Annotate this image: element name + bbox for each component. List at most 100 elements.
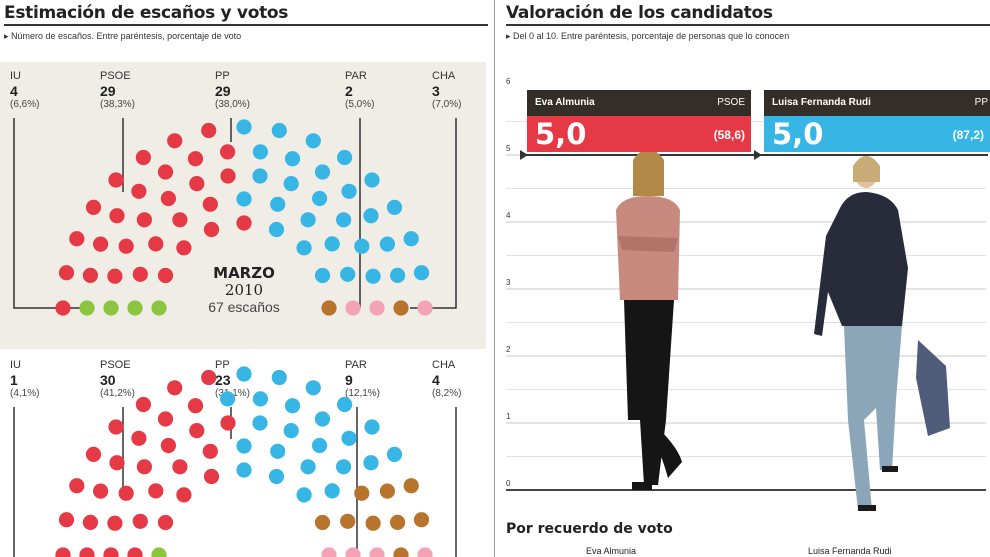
seat-dot-psoe xyxy=(203,221,220,238)
seat-dot-psoe xyxy=(103,547,119,557)
seat-dot-pp xyxy=(270,443,286,459)
card-header: Luisa Fernanda Rudi PP xyxy=(764,90,990,116)
party-seats: 2 xyxy=(345,83,353,99)
seat-dot-pp xyxy=(271,122,287,139)
seat-dot-psoe xyxy=(157,411,174,427)
seat-dot-pp xyxy=(305,380,321,396)
hemicycle-center-label: MARZO 2010 67 escaños xyxy=(184,264,304,315)
seat-dot-pp xyxy=(283,423,299,439)
seat-dot-cha xyxy=(345,547,361,557)
seat-dot-pp xyxy=(252,415,268,431)
seat-dot-par xyxy=(365,515,381,531)
party-pct: (4,1%) xyxy=(10,388,40,399)
seat-dot-psoe xyxy=(201,122,217,139)
party-seats: 29 xyxy=(215,83,231,99)
candidate-name: Eva Almunia xyxy=(535,97,595,108)
party-pct: (6,6%) xyxy=(10,99,40,110)
seat-dot-cha xyxy=(417,547,433,557)
score-marker-pp xyxy=(754,150,762,160)
party-seats: 1 xyxy=(10,372,18,388)
seat-dot-psoe xyxy=(189,176,205,192)
seat-dot-iu xyxy=(79,300,95,316)
seat-dot-pp xyxy=(236,462,252,478)
footer-name-1: Eva Almunia xyxy=(586,546,637,556)
leader-line-iu xyxy=(13,118,80,309)
party-name: PP xyxy=(215,359,230,371)
seat-dot-par xyxy=(403,478,419,494)
y-tick-label: 3 xyxy=(506,278,511,287)
seat-dot-pp xyxy=(403,231,419,247)
seat-dot-cha xyxy=(321,547,337,557)
seat-dot-psoe xyxy=(202,196,218,212)
seat-dot-psoe xyxy=(82,267,98,283)
seat-dot-pp xyxy=(252,168,268,184)
seat-dot-cha xyxy=(369,300,385,316)
seat-dot-psoe xyxy=(187,151,204,167)
seat-dot-pp xyxy=(324,483,340,499)
seat-dot-psoe xyxy=(131,430,147,446)
seat-dot-cha xyxy=(417,300,433,316)
seat-dot-pp xyxy=(268,221,285,238)
seat-dot-pp xyxy=(341,183,357,199)
seat-dot-pp xyxy=(270,196,286,212)
seat-dot-par xyxy=(321,300,337,316)
left-subtitle: ▸ Número de escaños. Entre paréntesis, p… xyxy=(4,31,242,41)
seat-dot-iu xyxy=(151,547,167,557)
seat-dot-psoe xyxy=(132,513,148,529)
party-pct: (8,2%) xyxy=(432,388,462,399)
seat-dot-psoe xyxy=(236,215,252,231)
seat-dot-psoe xyxy=(85,199,102,215)
seat-dot-pp xyxy=(305,133,321,149)
seat-dot-pp xyxy=(324,236,340,252)
party-seats: 4 xyxy=(10,83,18,99)
seat-dot-pp xyxy=(300,459,316,475)
right-subtitle: ▸ Del 0 al 10. Entre paréntesis, porcent… xyxy=(506,31,790,41)
seat-dot-iu xyxy=(127,300,143,316)
seat-dot-par xyxy=(393,300,409,316)
seat-dot-pp xyxy=(252,391,268,407)
seat-dot-pp xyxy=(364,419,380,435)
y-tick-label: 6 xyxy=(506,77,511,86)
seat-dot-pp xyxy=(312,437,328,454)
seat-dot-psoe xyxy=(131,183,147,199)
hemicycle-march-svg xyxy=(13,118,457,316)
seat-dot-pp xyxy=(296,487,312,503)
left-title: Estimación de escaños y votos xyxy=(4,3,289,23)
seat-dot-pp xyxy=(284,151,301,167)
y-tick-label: 5 xyxy=(506,144,511,153)
seat-dot-iu xyxy=(151,300,167,316)
seat-dot-pp xyxy=(252,144,268,160)
card-body: 5,0 (87,2) xyxy=(764,116,990,152)
party-seats: 4 xyxy=(432,372,440,388)
party-seats: 9 xyxy=(345,372,353,388)
party-name: PP xyxy=(215,70,230,82)
seat-dot-pp xyxy=(390,267,406,283)
hemicycle-panel-current: IU 1 (4,1%) PSOE 30 (41,2%) PP 23 (31,1%… xyxy=(0,355,486,557)
seat-dot-par xyxy=(393,547,409,557)
seat-dot-pp xyxy=(284,398,301,414)
seat-dot-pp xyxy=(314,164,331,180)
seat-dot-par xyxy=(390,514,406,530)
party-pct: (7,0%) xyxy=(432,99,462,110)
seat-dots xyxy=(55,119,433,316)
footer-title: Por recuerdo de voto xyxy=(506,521,673,537)
seat-dot-par xyxy=(314,514,331,531)
right-title: Valoración de los candidatos xyxy=(506,3,773,23)
candidate-photo-rudi xyxy=(814,156,950,511)
party-name: PSOE xyxy=(100,359,131,371)
seat-dot-pp xyxy=(337,149,353,166)
party-name: CHA xyxy=(432,70,456,82)
party-label-cha: CHA 4 (8,2%) xyxy=(432,359,461,400)
center-year: 2010 xyxy=(224,281,264,299)
party-label-par: PAR 2 (5,0%) xyxy=(345,70,374,111)
seat-dot-pp xyxy=(336,212,352,228)
seat-dot-pp xyxy=(271,369,287,386)
seat-dot-par xyxy=(340,513,356,529)
seat-dot-psoe xyxy=(220,168,236,184)
candidate-card-almunia: Eva Almunia PSOE 5,0 (58,6) xyxy=(527,90,751,152)
hemicycle-current-svg xyxy=(13,366,457,557)
seat-dot-pp xyxy=(413,265,430,281)
seat-dot-psoe xyxy=(82,514,98,530)
party-label-cha: CHA 3 (7,0%) xyxy=(432,70,461,111)
seat-dot-psoe xyxy=(189,423,205,439)
